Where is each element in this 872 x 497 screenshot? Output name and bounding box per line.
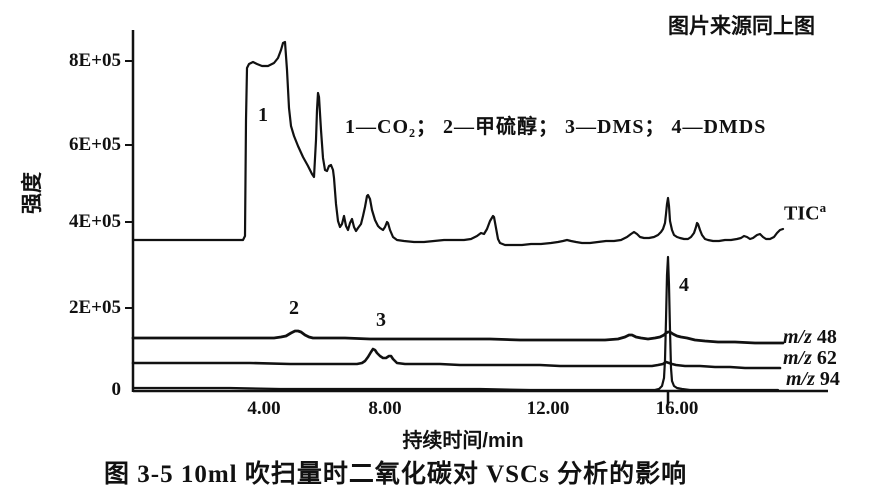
trace-label-mass-value: 94 <box>819 368 840 390</box>
trace-label: TICa <box>784 200 826 226</box>
figure-caption: 图 3-5 10ml 吹扫量时二氧化碳对 VSCs 分析的影响 <box>104 461 688 488</box>
trace-label: m/z 48 <box>783 326 837 349</box>
mz94-trace <box>131 255 780 392</box>
tic-trace <box>131 40 785 247</box>
peak-number-label: 4 <box>679 274 689 296</box>
mz48-trace <box>131 329 785 345</box>
peak-legend: 1—CO₂； 2—甲硫醇； 3—DMS； 4—DMDS <box>345 116 767 138</box>
y-tick-label: 4E+05 <box>69 211 121 232</box>
trace-label-superscript: a <box>819 200 827 215</box>
trace-label-prefix: m/z <box>786 368 815 390</box>
y-tick-label: 6E+05 <box>69 134 121 155</box>
x-tick-label: 12.00 <box>526 398 570 419</box>
y-axis-title: 强度 <box>21 172 44 214</box>
x-tick-label: 4.00 <box>247 398 281 419</box>
x-axis-title: 持续时间/min <box>402 430 524 452</box>
trace-label-prefix: TIC <box>784 202 820 225</box>
peak-number-label: 3 <box>376 309 386 331</box>
trace-label-prefix: m/z <box>783 347 812 369</box>
x-tick-label: 16.00 <box>655 398 699 419</box>
mz62-trace <box>131 347 782 370</box>
y-tick-label: 0 <box>111 379 122 400</box>
peak-number-label: 1 <box>258 104 268 126</box>
x-tick-label: 8.00 <box>368 398 402 419</box>
trace-label-prefix: m/z <box>783 326 812 348</box>
peak-number-label: 2 <box>289 297 299 319</box>
trace-label: m/z 94 <box>786 368 840 391</box>
image-source-note: 图片来源同上图 <box>668 15 815 38</box>
trace-label: m/z 62 <box>783 347 837 370</box>
y-tick-label: 2E+05 <box>69 297 121 318</box>
trace-label-mass-value: 48 <box>816 326 837 348</box>
y-tick-label: 8E+05 <box>69 50 121 71</box>
trace-label-mass-value: 62 <box>816 347 837 369</box>
